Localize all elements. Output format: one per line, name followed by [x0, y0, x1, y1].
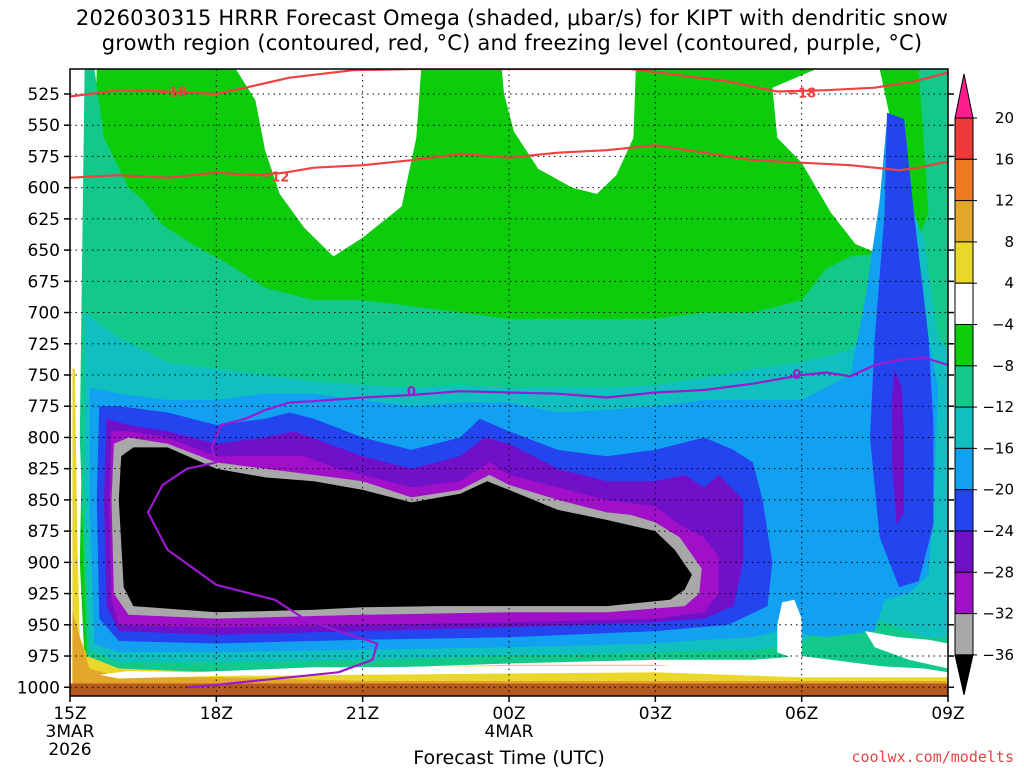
colorbar-legend: 20 16 12 8 4 −4 −8 −12 −16 −20 −24 −28 −32 −36	[954, 73, 1014, 696]
x-tick-label-2: 21Z	[346, 704, 379, 724]
y-tick-label-10: 775	[28, 397, 60, 417]
ground-surface	[70, 683, 948, 696]
omega-region-1	[167, 69, 422, 257]
colorbar-label-9: −20	[982, 481, 1014, 499]
y-tick-label-11: 800	[28, 428, 60, 448]
credit-text[interactable]: coolwx.com/modelts	[851, 748, 1014, 766]
freezing-contour-label-0-0: 0	[407, 385, 416, 400]
y-tick-label-6: 675	[28, 272, 60, 292]
x-tick-label-3: 00Z	[492, 704, 525, 724]
dgz-contour-label-0-0: −18	[158, 85, 187, 100]
omega-region-11	[891, 368, 905, 525]
colorbar-label-4: 4	[1004, 274, 1014, 292]
colorbar-bin-3	[954, 200, 974, 243]
colorbar-label-6: −8	[992, 357, 1014, 375]
colorbar-label-13: −36	[982, 646, 1014, 664]
dgz-contour-line-1	[70, 144, 948, 179]
y-tick-label-19: 1000	[17, 678, 60, 698]
colorbar-label-12: −32	[982, 605, 1014, 623]
colorbar-arrow-bottom	[954, 654, 974, 696]
x-tick-date-3: 4MAR	[485, 722, 534, 742]
colorbar-label-7: −12	[982, 398, 1014, 416]
y-tick-label-17: 950	[28, 616, 60, 636]
colorbar-label-1: 16	[995, 150, 1014, 168]
colorbar-bin-5	[954, 282, 974, 326]
y-tick-label-2: 575	[28, 147, 60, 167]
colorbar-bin-2	[954, 158, 974, 202]
y-tick-label-16: 925	[28, 585, 60, 605]
colorbar-bin-8	[954, 406, 974, 449]
x-tick-label-1: 18Z	[200, 704, 233, 724]
y-tick-label-18: 975	[28, 647, 60, 667]
y-tick-label-3: 600	[28, 179, 60, 199]
dgz-contour-line-0	[70, 69, 948, 98]
y-axis-pressure: 525 550 575 600 625 650 675 700 725 750 775 800 825 8…	[17, 85, 954, 698]
dgz-contour-label-0-1: −18	[787, 87, 816, 102]
colorbar-label-5: −4	[992, 316, 1014, 334]
omega-region-18	[777, 599, 802, 660]
x-tick-year-0: 2026	[48, 740, 91, 760]
y-tick-label-7: 700	[28, 304, 60, 324]
colorbar-label-3: 8	[1004, 233, 1014, 251]
y-tick-label-4: 625	[28, 210, 60, 230]
contour-labels: −18 −18 −12 0 0	[158, 85, 816, 400]
x-axis-label: Forecast Time (UTC)	[413, 747, 604, 768]
colorbar-bin-10	[954, 489, 974, 532]
x-tick-label-0: 15Z	[53, 704, 86, 724]
colorbar-label-10: −24	[982, 522, 1014, 540]
omega-region-14	[118, 447, 692, 613]
dgz-contour-label-1-0: −12	[260, 170, 289, 185]
colorbar-label-2: 12	[995, 192, 1014, 210]
colorbar-bin-9	[954, 447, 974, 491]
colorbar-label-0: 20	[995, 109, 1014, 127]
y-tick-label-0: 525	[28, 85, 60, 105]
colorbar-bin-4	[954, 241, 974, 284]
y-tick-label-14: 875	[28, 522, 60, 542]
colorbar-bin-11	[954, 530, 974, 573]
freezing-contour-line-0	[146, 356, 948, 689]
colorbar-label-11: −28	[982, 563, 1014, 581]
freezing-contour-label-0-1: 0	[792, 368, 801, 383]
colorbar-bin-13	[954, 613, 974, 656]
contour-lines	[70, 69, 948, 689]
x-tick-label-6: 09Z	[931, 704, 964, 724]
x-tick-label-4: 03Z	[639, 704, 672, 724]
x-tick-date-0: 3MAR	[46, 722, 95, 742]
y-tick-label-8: 725	[28, 335, 60, 355]
y-tick-label-1: 550	[28, 116, 60, 136]
y-tick-label-15: 900	[28, 553, 60, 573]
y-tick-label-5: 650	[28, 241, 60, 261]
y-tick-label-9: 750	[28, 366, 60, 386]
colorbar-arrow-top	[954, 73, 974, 119]
x-tick-label-5: 06Z	[785, 704, 818, 724]
chart-title-line-2: growth region (contoured, red, °C) and f…	[101, 31, 923, 55]
colorbar-label-8: −16	[982, 439, 1014, 457]
colorbar-bin-12	[954, 571, 974, 615]
colorbar-bin-6	[954, 324, 974, 367]
colorbar-bin-7	[954, 365, 974, 408]
y-tick-label-13: 850	[28, 491, 60, 511]
omega-region-3	[501, 69, 636, 194]
chart-title-line-1: 2026030315 HRRR Forecast Omega (shaded, …	[75, 6, 949, 30]
omega-region-19	[865, 631, 948, 669]
colorbar-bin-1	[954, 117, 974, 160]
y-tick-label-12: 825	[28, 460, 60, 480]
